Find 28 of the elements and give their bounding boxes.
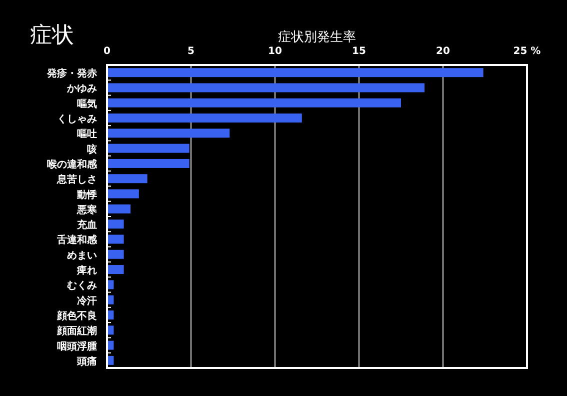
ytick: 冷汗 xyxy=(77,296,97,307)
ytick: 悪寒 xyxy=(77,204,97,216)
subtitle: 症状別発生率 xyxy=(278,30,356,45)
xtick: 25 % xyxy=(513,46,541,57)
ytick: 痺れ xyxy=(77,266,97,277)
ytick: かゆみ xyxy=(67,84,97,95)
ytick: 咳 xyxy=(87,144,97,156)
ytick: 嘔気 xyxy=(77,98,97,110)
ytick: 動悸 xyxy=(77,190,97,201)
ytick: 嘔吐 xyxy=(77,129,97,140)
xtick: 20 xyxy=(436,46,450,57)
ytick: 舌違和感 xyxy=(57,235,97,246)
ytick: 喉の違和感 xyxy=(47,159,97,170)
ytick: くしゃみ xyxy=(57,114,97,126)
ytick: 充血 xyxy=(77,220,97,232)
xtick: 0 xyxy=(104,46,110,57)
ytick: 息苦しさ xyxy=(57,174,97,186)
ytick: 咽頭浮腫 xyxy=(57,341,97,352)
xtick: 10 xyxy=(268,46,282,57)
ytick: 顔面紅潮 xyxy=(57,326,97,338)
xtick: 5 xyxy=(188,46,194,57)
ytick: めまい xyxy=(67,250,97,262)
title: 症状 xyxy=(30,23,74,48)
ytick: 顔色不良 xyxy=(57,310,97,322)
ytick: 発疹・発赤 xyxy=(47,68,97,80)
xtick: 15 xyxy=(352,46,366,57)
ytick: むくみ xyxy=(67,280,97,292)
ytick: 頭痛 xyxy=(77,356,97,368)
